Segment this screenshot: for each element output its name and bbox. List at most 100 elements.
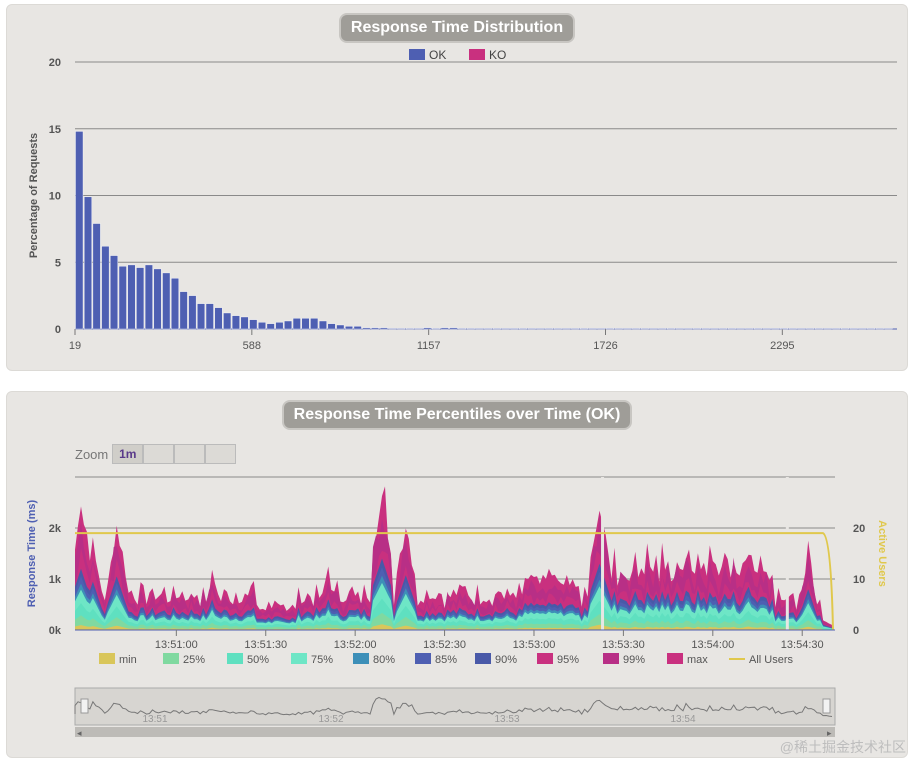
histogram-bar [536,328,545,330]
y-tick-label: 15 [49,124,61,136]
histogram-bar [606,328,615,330]
histogram-bar [588,328,597,330]
histogram-bar [562,328,571,330]
histogram-bar [597,328,606,330]
x-tick-label: 1157 [417,340,441,352]
histogram-bar [623,328,632,330]
histogram-bar [797,328,806,330]
histogram-bar [310,318,319,330]
y-tick-label: 0k [49,625,62,637]
zoom-button-2[interactable] [143,444,175,464]
legend-swatch [227,653,243,664]
histogram-bar [423,327,432,330]
histogram-bar [284,320,293,330]
x-tick-label: 13:52:00 [334,639,377,651]
x-tick-label: 588 [243,340,261,352]
y2-tick-label: 0 [853,625,859,637]
histogram-bar [658,328,667,330]
y-tick-label: 2k [49,523,62,535]
scroll-left-arrow-icon[interactable]: ◂ [77,728,82,738]
x-tick-label: 13:52:30 [423,639,466,651]
panel-title: Response Time Percentiles over Time (OK) [7,402,907,428]
legend-label-ok: OK [429,48,446,62]
histogram-bar [780,328,789,330]
x-tick-label: 13:53:30 [602,639,645,651]
legend-label: 99% [623,654,645,666]
histogram-bar [118,266,127,330]
histogram-bar [371,327,380,330]
histogram-bar [249,319,258,330]
histogram-bar [823,328,832,330]
histogram-bar [710,328,719,330]
zoom-1m-button[interactable]: 1m [112,444,144,464]
histogram-bar [266,323,275,330]
histogram-bar [849,328,858,330]
histogram-bar [466,328,475,330]
navigator-tick-label: 13:54 [670,714,695,725]
histogram-bar [162,272,171,330]
histogram-bar [432,328,440,330]
histogram-bar [223,312,232,330]
legend-swatch-ko [469,49,485,60]
navigator-scrollbar[interactable] [75,727,835,737]
x-tick-label: 19 [69,340,81,352]
histogram-bar [675,328,684,330]
histogram-bar [405,328,414,330]
zoom-button-3[interactable] [174,444,206,464]
histogram-bar [110,255,119,330]
navigator-handle[interactable] [80,698,89,714]
legend-swatch-ok [409,49,425,60]
legend-label: 25% [183,654,205,666]
histogram-bar [858,328,867,330]
histogram-bar [788,328,797,330]
y-tick-label: 5 [55,257,61,269]
legend-label: max [687,654,708,666]
x-tick-label: 13:51:30 [244,639,287,651]
active-users-line [75,532,834,631]
legend-swatch [475,653,491,664]
histogram-bar [301,318,310,330]
x-tick-label: 1726 [593,340,617,352]
y-axis-label: Response Time (ms) [26,499,38,607]
histogram-bar [492,328,501,330]
watermark: @稀土掘金技术社区 [779,739,906,755]
percentiles-over-time-panel: Response Time Percentiles over Time (OK)… [6,391,908,758]
histogram-bar [397,328,406,330]
navigator-handle[interactable] [822,698,831,714]
histogram-bar [649,328,658,330]
histogram-bar [327,323,336,330]
histogram-bar [884,328,893,330]
histogram-bar [240,316,249,330]
legend-label: 50% [247,654,269,666]
histogram-bar [345,326,353,330]
histogram-bar [579,328,588,330]
scroll-right-arrow-icon[interactable]: ▸ [827,728,832,738]
histogram-bar [762,328,771,330]
histogram-bar [214,307,223,330]
navigator-tick-label: 13:52 [318,714,343,725]
x-tick-label: 13:53:00 [513,639,556,651]
histogram-bar [362,327,371,330]
percentiles-title: Response Time Percentiles over Time (OK) [283,402,631,428]
navigator-tick-label: 13:51 [142,714,167,725]
histogram-bar [275,322,284,330]
y2-tick-label: 20 [853,523,865,535]
panel-title: Response Time Distribution [7,15,907,41]
histogram-bar [501,328,510,330]
histogram-bar [719,328,728,330]
zoom-button-4[interactable] [205,444,237,464]
histogram-bar [667,328,675,330]
histogram-bar [484,328,493,330]
legend-swatch [353,653,369,664]
histogram-bar [875,328,884,330]
histogram-bar [75,131,84,330]
histogram-bar [745,328,754,330]
histogram-bar [414,328,423,330]
legend-label: min [119,654,137,666]
y-tick-label: 0 [55,324,61,336]
histogram-bar [197,303,206,330]
histogram-bar [475,328,484,330]
response-time-distribution-panel: Response Time Distribution 0 5 10 15 20 Perce… [6,4,908,371]
histogram-bar [353,326,362,330]
y-tick-label: 10 [49,191,61,203]
